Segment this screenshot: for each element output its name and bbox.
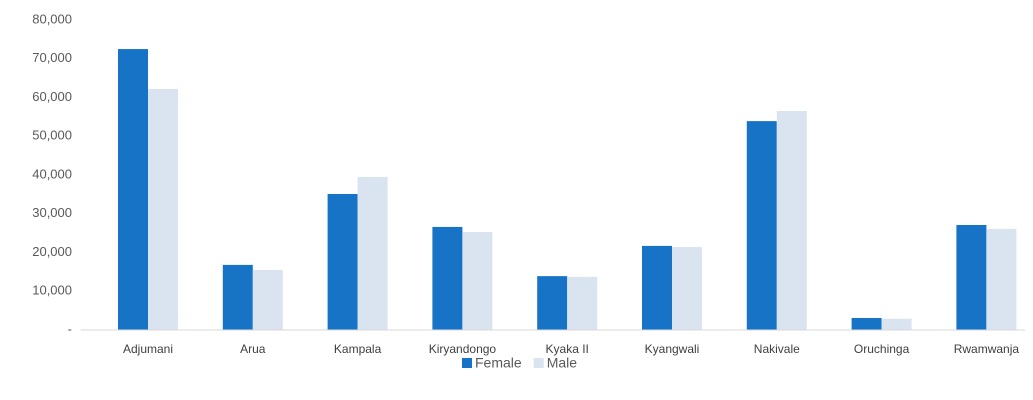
y-tick-label: 10,000 (32, 283, 72, 298)
bar (956, 224, 987, 330)
bar (776, 111, 807, 330)
bar (357, 176, 388, 330)
x-tick-label: Nakivale (754, 342, 800, 356)
y-tick-label: 30,000 (32, 205, 72, 220)
x-tick-label: Kampala (334, 342, 382, 356)
legend-swatch (533, 358, 544, 368)
bar (851, 317, 882, 330)
bar (672, 247, 702, 330)
x-tick-label: Arua (240, 342, 266, 356)
x-tick-label: Kiryandongo (429, 342, 497, 356)
y-tick-label: 60,000 (32, 89, 72, 104)
y-tick-label: 50,000 (32, 128, 72, 143)
y-tick-label: - (68, 321, 72, 336)
bar (642, 245, 672, 330)
legend-label: Male (547, 355, 578, 371)
bar (432, 226, 463, 330)
bar (881, 318, 912, 330)
y-tick-label: 20,000 (32, 244, 72, 259)
bar (222, 264, 253, 330)
y-tick-label: 80,000 (32, 11, 72, 26)
bar (986, 228, 1017, 330)
x-tick-label: Kyaka II (546, 342, 589, 356)
legend-swatch (462, 358, 472, 368)
y-tick-label: 40,000 (32, 166, 72, 181)
x-tick-label: Kyangwali (645, 342, 700, 356)
x-tick-label: Rwamwanja (954, 342, 1020, 356)
y-tick-label: 70,000 (32, 50, 72, 65)
bar (567, 276, 598, 330)
bar (462, 231, 493, 330)
legend-label: Female (475, 355, 522, 371)
bar (327, 193, 358, 330)
bar (252, 269, 283, 330)
bar (746, 121, 777, 330)
x-tick-label: Oruchinga (854, 342, 910, 356)
bar (148, 88, 178, 330)
bar (537, 276, 568, 330)
x-tick-label: Adjumani (123, 342, 173, 356)
bar (118, 49, 148, 330)
